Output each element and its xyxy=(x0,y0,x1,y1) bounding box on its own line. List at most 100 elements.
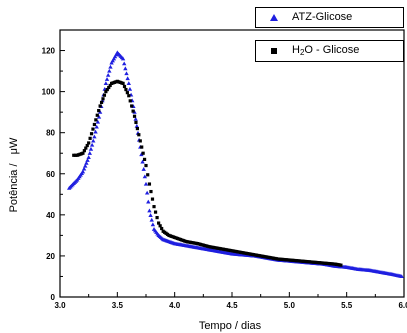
data-point-atz xyxy=(150,222,156,227)
data-point-h2o xyxy=(101,97,105,101)
plot-frame xyxy=(59,29,405,298)
data-point-atz xyxy=(122,61,127,66)
series-atz-glicose xyxy=(66,50,404,279)
x-tick-label: 4.5 xyxy=(226,301,238,310)
data-point-atz xyxy=(103,81,109,85)
data-point-h2o xyxy=(127,94,131,98)
data-point-h2o xyxy=(132,114,137,118)
data-point-atz xyxy=(125,76,130,81)
data-point-h2o xyxy=(157,221,161,225)
data-point-h2o xyxy=(138,139,142,143)
data-point-h2o xyxy=(85,143,89,148)
data-point-h2o xyxy=(150,197,155,201)
data-point-h2o xyxy=(128,99,132,103)
series-h2o-glicose xyxy=(72,79,343,267)
data-point-atz xyxy=(140,159,145,164)
data-point-h2o xyxy=(124,87,128,92)
legend-label-atz: ATZ-Glicose xyxy=(292,11,353,23)
data-point-h2o xyxy=(102,93,107,97)
data-point-atz xyxy=(126,81,131,85)
data-point-h2o xyxy=(81,151,85,155)
data-point-h2o xyxy=(125,91,129,95)
data-point-h2o xyxy=(142,157,147,161)
data-point-h2o xyxy=(72,153,76,157)
y-tick-label: 0 xyxy=(51,293,56,302)
data-point-h2o xyxy=(131,109,135,113)
data-point-atz xyxy=(123,66,128,71)
axes: 3.0 3.5 4.0 4.5 5.0 5.5 6.0 0 20 40 60 80 100 120 xyxy=(42,29,407,310)
data-point-h2o xyxy=(105,87,109,92)
data-point-h2o xyxy=(73,153,78,157)
data-point-h2o xyxy=(92,122,96,127)
legend-label-h2o: H2O - Glicose xyxy=(292,44,360,57)
data-point-atz xyxy=(81,166,87,171)
data-point-h2o xyxy=(107,85,111,90)
data-point-atz xyxy=(86,155,91,159)
data-point-h2o xyxy=(91,127,95,131)
data-point-h2o xyxy=(152,205,156,209)
data-point-h2o xyxy=(98,104,102,108)
data-point-h2o xyxy=(144,163,148,168)
data-point-h2o xyxy=(339,263,343,267)
x-tick-label: 5.0 xyxy=(284,301,296,310)
y-tick-label: 40 xyxy=(46,211,55,220)
data-point-atz xyxy=(144,190,150,195)
legend-box-h2o: H2O - Glicose xyxy=(255,40,404,62)
data-point-atz xyxy=(80,169,86,174)
y-axis-label: Potência / μW xyxy=(8,137,20,212)
y-tick-label: 120 xyxy=(42,47,56,56)
data-point-h2o xyxy=(146,173,150,177)
data-point-atz xyxy=(104,77,110,81)
data-point-h2o xyxy=(104,90,108,94)
data-point-atz xyxy=(87,151,93,155)
data-point-atz xyxy=(85,158,90,162)
data-point-atz xyxy=(141,167,146,171)
data-point-h2o xyxy=(153,210,158,214)
data-point-atz xyxy=(148,213,153,217)
x-tick-label: 3.0 xyxy=(54,301,66,310)
data-point-atz xyxy=(124,71,129,76)
y-tick-label: 80 xyxy=(46,129,55,138)
triangle-marker-icon xyxy=(270,14,278,21)
data-point-h2o xyxy=(122,84,127,89)
data-point-atz xyxy=(143,181,149,186)
x-tick-label: 5.5 xyxy=(341,301,353,310)
data-point-atz xyxy=(133,116,138,121)
data-point-h2o xyxy=(94,118,98,122)
data-point-h2o xyxy=(87,141,91,145)
data-point-h2o xyxy=(89,132,94,136)
data-point-h2o xyxy=(158,224,162,228)
y-tick-label: 100 xyxy=(42,88,56,97)
data-point-h2o xyxy=(108,83,112,88)
data-point-atz xyxy=(88,146,94,151)
data-point-atz xyxy=(108,64,113,69)
data-point-atz xyxy=(84,160,89,165)
data-point-h2o xyxy=(121,81,125,85)
data-point-atz xyxy=(120,56,126,61)
data-point-h2o xyxy=(134,120,138,125)
data-point-h2o xyxy=(141,151,145,155)
data-point-atz xyxy=(134,123,140,128)
data-point-atz xyxy=(146,199,151,204)
data-point-atz xyxy=(89,142,95,147)
data-point-atz xyxy=(399,274,404,279)
square-marker-icon xyxy=(271,48,277,54)
data-point-h2o xyxy=(88,136,92,140)
data-point-atz xyxy=(107,68,112,73)
data-point-h2o xyxy=(99,100,104,104)
data-point-atz xyxy=(83,163,88,168)
data-point-h2o xyxy=(97,109,101,113)
data-point-h2o xyxy=(84,146,88,150)
data-point-atz xyxy=(149,217,154,222)
data-point-h2o xyxy=(149,189,153,194)
data-point-h2o xyxy=(130,104,134,108)
data-point-h2o xyxy=(160,226,164,231)
data-point-atz xyxy=(92,134,97,139)
data-point-atz xyxy=(95,119,101,124)
data-point-atz xyxy=(109,60,114,65)
x-tick-label: 4.0 xyxy=(169,301,181,310)
data-point-h2o xyxy=(82,149,86,153)
data-point-atz xyxy=(93,129,98,134)
data-point-atz xyxy=(111,56,117,61)
